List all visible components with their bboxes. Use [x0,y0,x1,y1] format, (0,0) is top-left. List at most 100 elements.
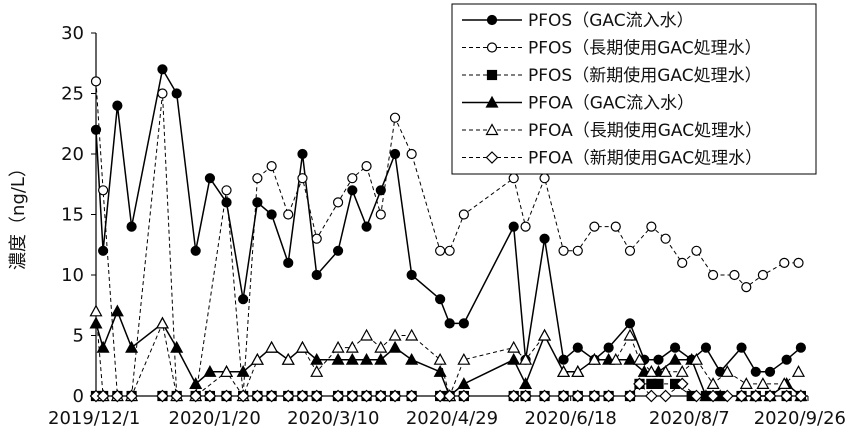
data-point [587,352,601,365]
y-tick-label: 25 [61,84,84,105]
data-point [203,365,217,377]
data-point [538,328,552,341]
data-point [677,257,688,268]
data-point [435,245,446,256]
data-point [332,245,344,256]
legend-marker [486,42,498,53]
legend-marker [485,151,499,164]
data-point [690,389,703,403]
data-point [281,352,295,365]
data-point [623,389,637,403]
data-point [603,342,614,353]
data-point [781,354,792,365]
data-point [220,389,233,403]
data-point [433,352,447,365]
data-point [283,257,294,268]
legend-entry: PFOA（長期使用GAC処理水） [462,120,762,141]
data-point [388,328,402,341]
data-point [189,377,203,389]
y-tick-label: 20 [61,144,84,165]
data-point [735,389,748,403]
data-point [98,245,109,256]
data-point [508,173,519,184]
data-point [203,389,217,403]
data-point [170,389,184,403]
data-point [190,245,201,256]
data-point [609,352,623,365]
data-point [750,366,761,377]
x-tick-label: 2020/6/18 [525,408,617,429]
data-point [739,377,753,389]
data-point [520,221,531,232]
y-tick-label: 0 [73,386,84,407]
data-point [296,389,309,403]
data-point [507,352,521,365]
data-point [297,148,308,160]
data-point [706,389,720,403]
x-tick-label: 2020/3/10 [287,408,379,429]
data-point [266,161,277,172]
data-point [310,352,324,365]
data-point [311,269,322,281]
data-point [507,340,521,353]
data-point [668,352,682,365]
data-point [602,389,615,403]
data-point [311,233,322,244]
x-tick-label: 2019/12/1 [48,408,140,429]
data-point [265,340,279,353]
data-point [221,197,232,208]
data-point [96,340,110,353]
data-point [507,389,521,403]
data-point [538,389,551,403]
y-axis-label: 濃度（ng/L） [8,159,29,270]
data-point [332,197,344,208]
data-point [156,389,169,403]
data-point [689,352,703,365]
data-point [252,197,263,208]
data-point [624,318,636,329]
data-point [331,352,345,365]
data-point [406,148,417,160]
legend-entry: PFOS（新期使用GAC処理水） [462,65,762,86]
data-point [691,245,702,256]
data-point [659,389,672,403]
data-point [558,245,569,256]
series-6 [89,377,808,403]
data-point [189,389,203,403]
legend-marker [485,123,499,136]
data-point [659,365,673,377]
data-point [297,173,308,184]
data-point [557,365,571,377]
legend-label: PFOS（新期使用GAC処理水） [528,65,762,86]
y-tick-label: 30 [61,23,84,44]
data-point [632,352,647,365]
data-point [250,352,264,365]
data-point [310,365,324,377]
data-point [572,245,583,256]
data-point [793,257,804,268]
data-point [157,88,168,99]
y-tick-label: 10 [61,265,84,286]
data-point [125,389,138,403]
data-point [111,389,124,403]
data-point [794,389,808,403]
data-point [283,209,294,220]
data-point [374,389,388,403]
data-point [741,282,752,293]
data-point [405,328,419,341]
data-point [90,124,102,135]
data-point [157,64,168,75]
data-point [171,88,182,99]
data-point [756,377,770,389]
data-point [780,389,793,403]
data-point [645,389,658,403]
data-point [251,389,264,403]
legend-marker [486,14,498,26]
legend-label: PFOA（長期使用GAC処理水） [528,120,762,141]
data-point [374,340,388,353]
legend-entry: PFOS（GAC流入水） [462,11,694,31]
data-point [675,377,689,391]
data-point [749,389,763,403]
data-point [90,76,102,87]
